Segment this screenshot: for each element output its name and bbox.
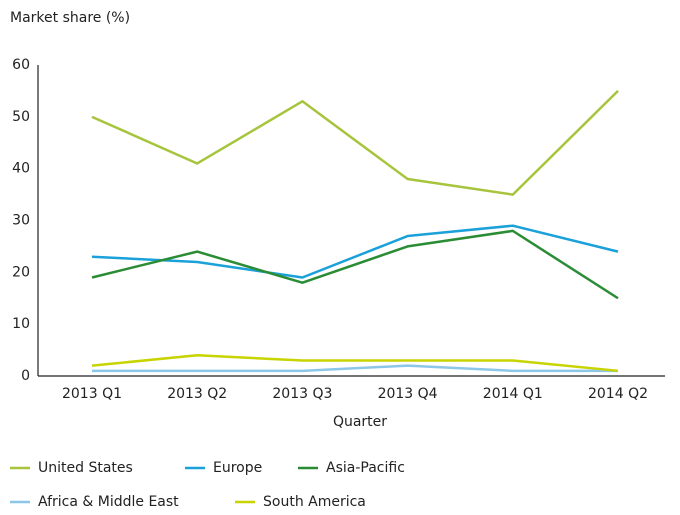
- y-tick-label: 40: [12, 161, 30, 177]
- x-tick-label: 2013 Q1: [62, 386, 122, 402]
- y-tick-label: 0: [21, 368, 30, 384]
- line-series: [91, 224, 619, 279]
- x-tick-label: 2013 Q3: [272, 386, 332, 402]
- line-series: [91, 229, 619, 300]
- x-tick-label: 2014 Q2: [588, 386, 648, 402]
- x-tick-label: 2014 Q1: [483, 386, 543, 402]
- line-series: [92, 364, 618, 373]
- y-tick-label: 20: [12, 264, 30, 280]
- x-tick-label: 2013 Q2: [167, 386, 227, 402]
- y-tick-label: 60: [12, 57, 30, 73]
- x-tick-label: 2013 Q4: [378, 386, 438, 402]
- line-series: [91, 354, 619, 373]
- y-tick-label: 10: [12, 316, 30, 332]
- legend-label: United States: [38, 460, 133, 476]
- legend-label: Africa & Middle East: [38, 494, 179, 510]
- y-tick-label: 50: [12, 109, 30, 125]
- legend-label: Europe: [213, 460, 262, 476]
- legend-label: South America: [263, 494, 366, 510]
- line-series: [91, 90, 619, 196]
- y-axis-label: Market share (%): [10, 10, 130, 26]
- legend-label: Asia-Pacific: [326, 460, 405, 476]
- y-tick-label: 30: [12, 213, 30, 229]
- x-axis-label: Quarter: [333, 414, 387, 430]
